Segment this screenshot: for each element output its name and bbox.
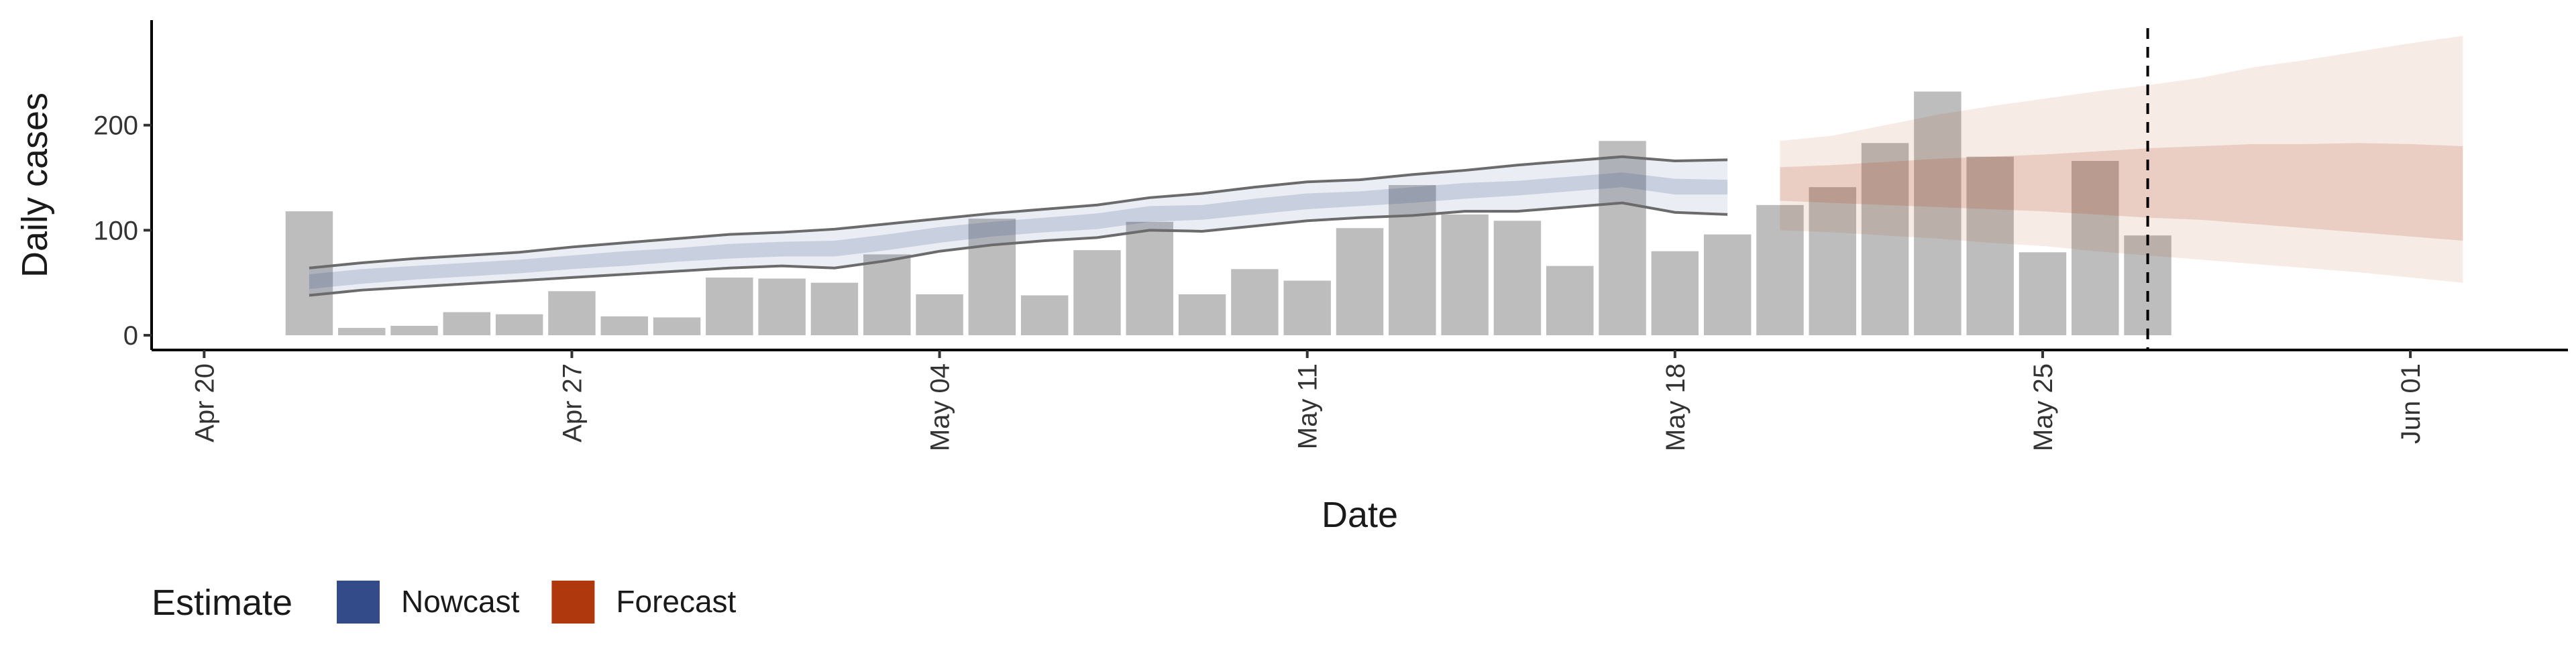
- x-axis-title: Date: [1322, 495, 1398, 535]
- y-tick-label: 100: [93, 216, 138, 245]
- bar: [337, 328, 386, 336]
- y-axis-title: Daily cases: [15, 93, 55, 278]
- x-tick-label: Jun 01: [2396, 363, 2426, 444]
- bar: [1651, 251, 1699, 336]
- bar: [1703, 234, 1752, 336]
- bar: [968, 219, 1016, 336]
- bar: [1441, 214, 1489, 336]
- legend-key: [551, 581, 595, 624]
- bar: [706, 277, 753, 336]
- x-tick-label: May 18: [1661, 363, 1690, 451]
- bar: [1389, 185, 1436, 336]
- bar: [600, 316, 648, 336]
- legend-key: [337, 581, 380, 624]
- bar: [1493, 221, 1542, 336]
- bar: [1966, 156, 2014, 336]
- x-tick-label: Apr 27: [557, 363, 587, 443]
- bound-line: [309, 201, 1728, 297]
- bar: [810, 282, 859, 336]
- bar: [285, 211, 333, 336]
- bar: [548, 291, 596, 336]
- bar: [1599, 141, 1646, 336]
- bar: [495, 314, 543, 336]
- bar: [1546, 266, 1594, 336]
- x-tick-label: Apr 20: [190, 363, 219, 443]
- bar: [1861, 143, 1909, 336]
- bar: [1073, 250, 1121, 336]
- bar: [1020, 295, 1069, 336]
- legend-title: Estimate: [152, 583, 292, 623]
- bar: [390, 325, 438, 336]
- bar: [2019, 252, 2067, 336]
- bar: [758, 278, 806, 336]
- ribbon-90: [1780, 36, 2463, 283]
- bar: [1809, 187, 1856, 336]
- bar: [1126, 221, 1174, 336]
- legend-label: Forecast: [616, 584, 736, 619]
- ribbon-50: [1780, 143, 2463, 241]
- legend-label: Nowcast: [401, 584, 520, 619]
- bar: [653, 317, 701, 336]
- x-tick-label: May 25: [2029, 363, 2058, 451]
- bar: [443, 312, 491, 336]
- bar: [916, 294, 963, 336]
- bar: [1178, 294, 1226, 336]
- bar: [1283, 280, 1331, 336]
- bar: [1336, 228, 1384, 336]
- y-tick-label: 0: [123, 321, 138, 351]
- ribbon-50: [309, 172, 1728, 290]
- ribbon-90: [309, 156, 1728, 296]
- bar: [1914, 91, 1962, 336]
- bar: [863, 254, 911, 336]
- bar: [2072, 160, 2119, 336]
- bar: [1231, 269, 1279, 336]
- bound-line: [309, 155, 1728, 270]
- x-tick-label: May 11: [1293, 363, 1323, 449]
- x-tick-label: May 04: [926, 363, 955, 451]
- bar: [1756, 204, 1804, 336]
- y-tick-label: 200: [93, 111, 138, 141]
